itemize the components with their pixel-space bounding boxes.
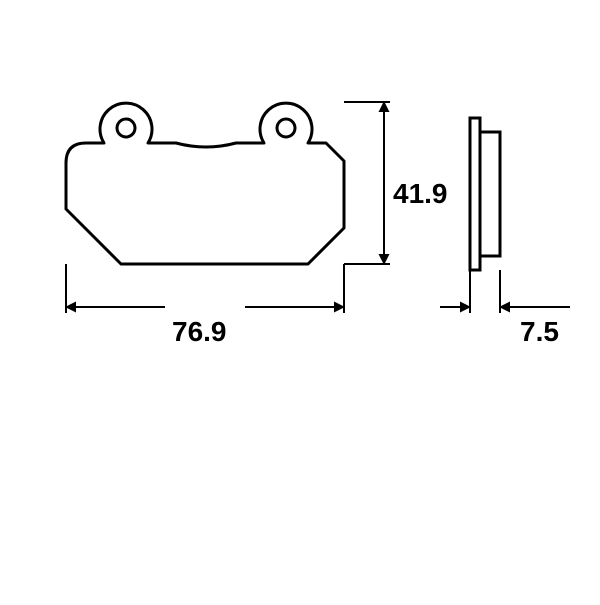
technical-drawing: 41.9 76.9 7.5 xyxy=(0,0,600,600)
front-view-outline xyxy=(66,103,344,264)
mount-hole-0 xyxy=(117,119,135,137)
side-view-friction xyxy=(480,118,500,270)
drawing-svg xyxy=(0,0,600,600)
dimension-height-label: 41.9 xyxy=(393,178,448,210)
dimension-thickness-label: 7.5 xyxy=(520,316,559,348)
dimension-width-label: 76.9 xyxy=(172,316,227,348)
mount-hole-1 xyxy=(277,119,295,137)
